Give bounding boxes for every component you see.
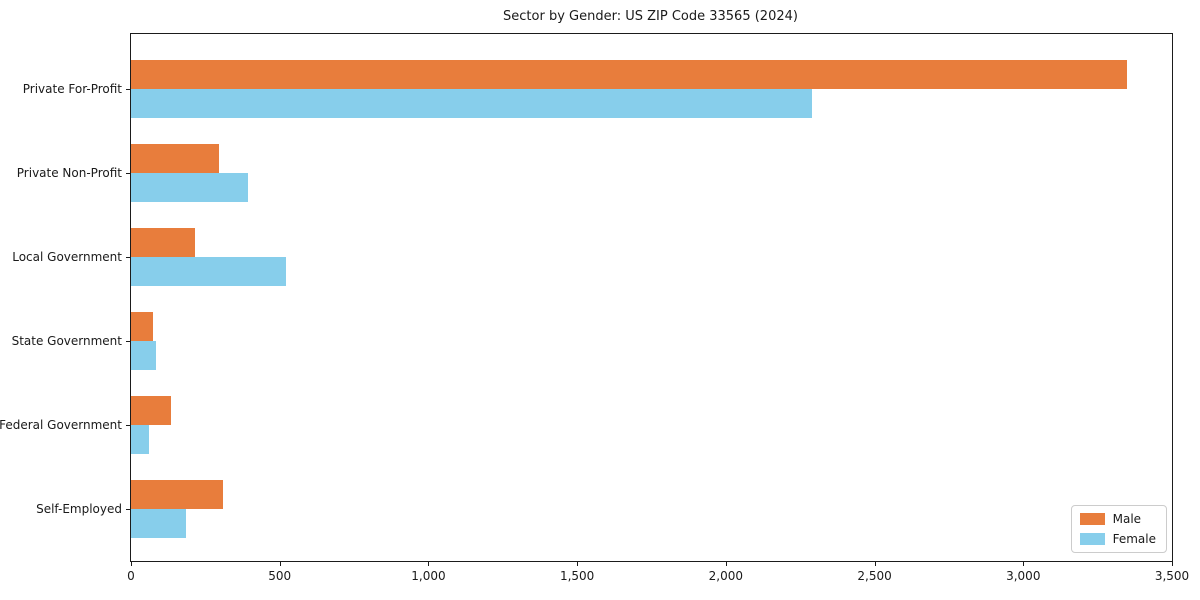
y-tick-private-non-profit: [126, 173, 130, 174]
bar-female-self-employed: [131, 509, 187, 538]
bar-male-state-government: [131, 312, 154, 341]
legend-swatch-female: [1079, 533, 1105, 545]
bar-female-private-non-profit: [131, 173, 249, 202]
legend-label-female: Female: [1112, 532, 1156, 546]
legend-row-female: Female: [1079, 532, 1156, 546]
x-tick-1500: [577, 562, 579, 566]
legend: Male Female: [1070, 505, 1167, 553]
x-tick-500: [279, 562, 281, 566]
y-tick-local-government: [126, 257, 130, 258]
category-label-federal-government: Federal Government: [0, 418, 122, 432]
x-tick-0: [131, 562, 132, 566]
x-tick-label-2000: 2,000: [708, 569, 744, 583]
legend-label-male: Male: [1112, 512, 1142, 526]
y-tick-state-government: [126, 341, 130, 342]
x-tick-label-500: 500: [268, 569, 292, 583]
x-tick-3500: [1172, 562, 1173, 566]
bar-male-self-employed: [131, 480, 224, 509]
x-tick-label-3000: 3,000: [1006, 569, 1041, 583]
x-tick-label-1500: 1,500: [559, 569, 595, 583]
y-tick-self-employed: [126, 509, 130, 510]
y-tick-federal-government: [126, 425, 130, 426]
x-tick-label-1000: 1,000: [411, 569, 446, 583]
bar-male-local-government: [131, 228, 195, 257]
category-label-private-for-profit: Private For-Profit: [22, 82, 122, 96]
legend-swatch-male: [1079, 513, 1105, 525]
bar-female-state-government: [131, 341, 157, 370]
category-label-local-government: Local Government: [12, 250, 122, 264]
x-tick-label-3500: 3,500: [1154, 569, 1190, 583]
legend-row-male: Male: [1079, 512, 1156, 526]
bar-male-private-for-profit: [131, 60, 1128, 89]
y-tick-private-for-profit: [126, 89, 130, 90]
category-label-private-non-profit: Private Non-Profit: [16, 166, 122, 180]
category-label-state-government: State Government: [11, 334, 122, 348]
x-tick-label-2500: 2,500: [857, 569, 892, 583]
x-tick-label-0: 0: [127, 569, 135, 583]
bar-male-private-non-profit: [131, 144, 219, 173]
bar-female-federal-government: [131, 425, 149, 454]
x-tick-1000: [428, 562, 430, 566]
x-tick-2500: [874, 562, 876, 566]
plot-area: Male Female Private For-Profit Private No…: [0, 33, 1189, 583]
category-label-self-employed: Self-Employed: [36, 502, 122, 516]
x-tick-3000: [1023, 562, 1025, 566]
bar-female-local-government: [131, 257, 286, 286]
chart-title: Sector by Gender: US ZIP Code 33565 (202…: [503, 9, 798, 24]
bar-female-private-for-profit: [131, 89, 813, 118]
bar-male-federal-government: [131, 396, 172, 425]
x-tick-2000: [725, 562, 727, 566]
